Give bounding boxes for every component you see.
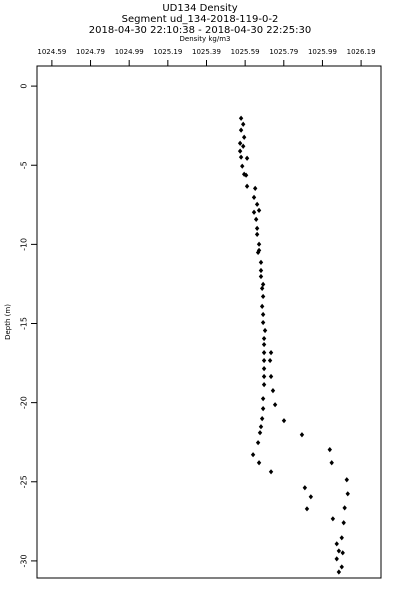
data-point — [260, 319, 266, 326]
x-tick-label: 1025.79 — [269, 48, 298, 56]
data-point — [254, 231, 260, 237]
data-point — [241, 134, 247, 140]
data-point — [238, 127, 244, 133]
data-point — [240, 163, 245, 169]
x-tick-label: 1025.19 — [153, 48, 182, 56]
data-point — [251, 194, 257, 200]
y-tick-label: -5 — [20, 161, 29, 169]
data-point — [336, 548, 342, 554]
data-point — [260, 396, 266, 402]
y-tick-label: -20 — [20, 396, 29, 409]
data-point — [253, 216, 259, 222]
data-point — [270, 388, 276, 394]
data-point — [268, 350, 274, 356]
x-tick-label: 1024.59 — [37, 48, 66, 56]
data-point — [267, 357, 273, 364]
y-tick-label: -10 — [20, 238, 29, 251]
data-point — [244, 183, 250, 189]
data-point — [339, 564, 344, 570]
data-point — [341, 520, 346, 526]
data-point — [329, 460, 334, 466]
data-point — [259, 303, 265, 310]
y-axis-label: Depth (m) — [4, 304, 12, 340]
y-tick-label: -15 — [20, 317, 29, 330]
data-point — [244, 155, 250, 161]
data-point — [258, 267, 264, 274]
x-tick-label: 1024.79 — [76, 48, 105, 56]
plot-frame — [36, 65, 382, 579]
data-point — [254, 225, 260, 231]
data-point — [252, 185, 258, 191]
data-point — [345, 491, 350, 497]
data-point — [256, 241, 262, 247]
data-point — [260, 293, 266, 300]
x-tick-label: 1025.99 — [308, 48, 337, 56]
y-tick-label: -25 — [20, 475, 29, 488]
data-point — [261, 335, 267, 342]
x-tick-label: 1025.39 — [192, 48, 221, 56]
data-point — [255, 249, 261, 256]
x-axis-label: Density kg/m3 — [180, 35, 231, 43]
data-point — [268, 373, 274, 380]
data-point — [258, 259, 264, 266]
data-point — [336, 569, 342, 575]
data-point — [238, 115, 244, 121]
data-point — [259, 285, 265, 291]
data-point — [250, 452, 256, 458]
chart-subtitle: Segment ud_134-2018-119-0-2 — [122, 14, 279, 25]
data-point — [237, 148, 243, 154]
data-point — [261, 373, 267, 380]
data-point — [258, 424, 264, 430]
data-point — [299, 432, 305, 438]
data-point — [237, 140, 243, 146]
data-point — [327, 447, 332, 453]
data-point — [255, 440, 261, 446]
data-point — [339, 535, 344, 541]
data-point — [260, 406, 266, 412]
chart-title: UD134 Density — [162, 3, 237, 14]
data-point — [261, 366, 267, 372]
data-point — [344, 477, 349, 483]
data-point — [260, 311, 266, 318]
data-point — [304, 506, 310, 512]
data-point — [243, 172, 249, 178]
y-tick-label: -30 — [20, 554, 29, 567]
x-tick-label: 1024.99 — [115, 48, 144, 56]
data-point — [340, 550, 345, 556]
data-point — [238, 154, 244, 160]
data-point — [256, 207, 262, 213]
data-point — [261, 341, 267, 348]
y-tick-label: 0 — [20, 84, 29, 89]
time-range: 2018-04-30 22:10:38 - 2018-04-30 22:25:3… — [89, 25, 311, 36]
data-point — [308, 494, 314, 500]
data-point — [257, 430, 263, 436]
data-point — [258, 273, 264, 280]
data-point — [241, 171, 247, 177]
data-point — [342, 505, 347, 511]
data-point — [261, 357, 267, 364]
data-point — [241, 121, 246, 127]
data-point — [334, 556, 339, 562]
data-point — [256, 460, 262, 466]
data-point — [268, 469, 274, 475]
data-point — [334, 541, 339, 547]
x-tick-label: 1025.59 — [231, 48, 260, 56]
data-point — [272, 402, 278, 408]
data-point — [262, 327, 268, 334]
data-point — [260, 281, 266, 288]
data-point — [251, 209, 257, 215]
data-point — [302, 485, 308, 491]
data-point — [254, 201, 260, 207]
data-point — [261, 381, 267, 388]
data-point — [261, 350, 267, 356]
data-point — [330, 516, 336, 522]
data-point — [281, 418, 287, 424]
data-point — [241, 143, 246, 149]
x-tick-label: 1026.19 — [347, 48, 376, 56]
data-point — [259, 416, 265, 422]
